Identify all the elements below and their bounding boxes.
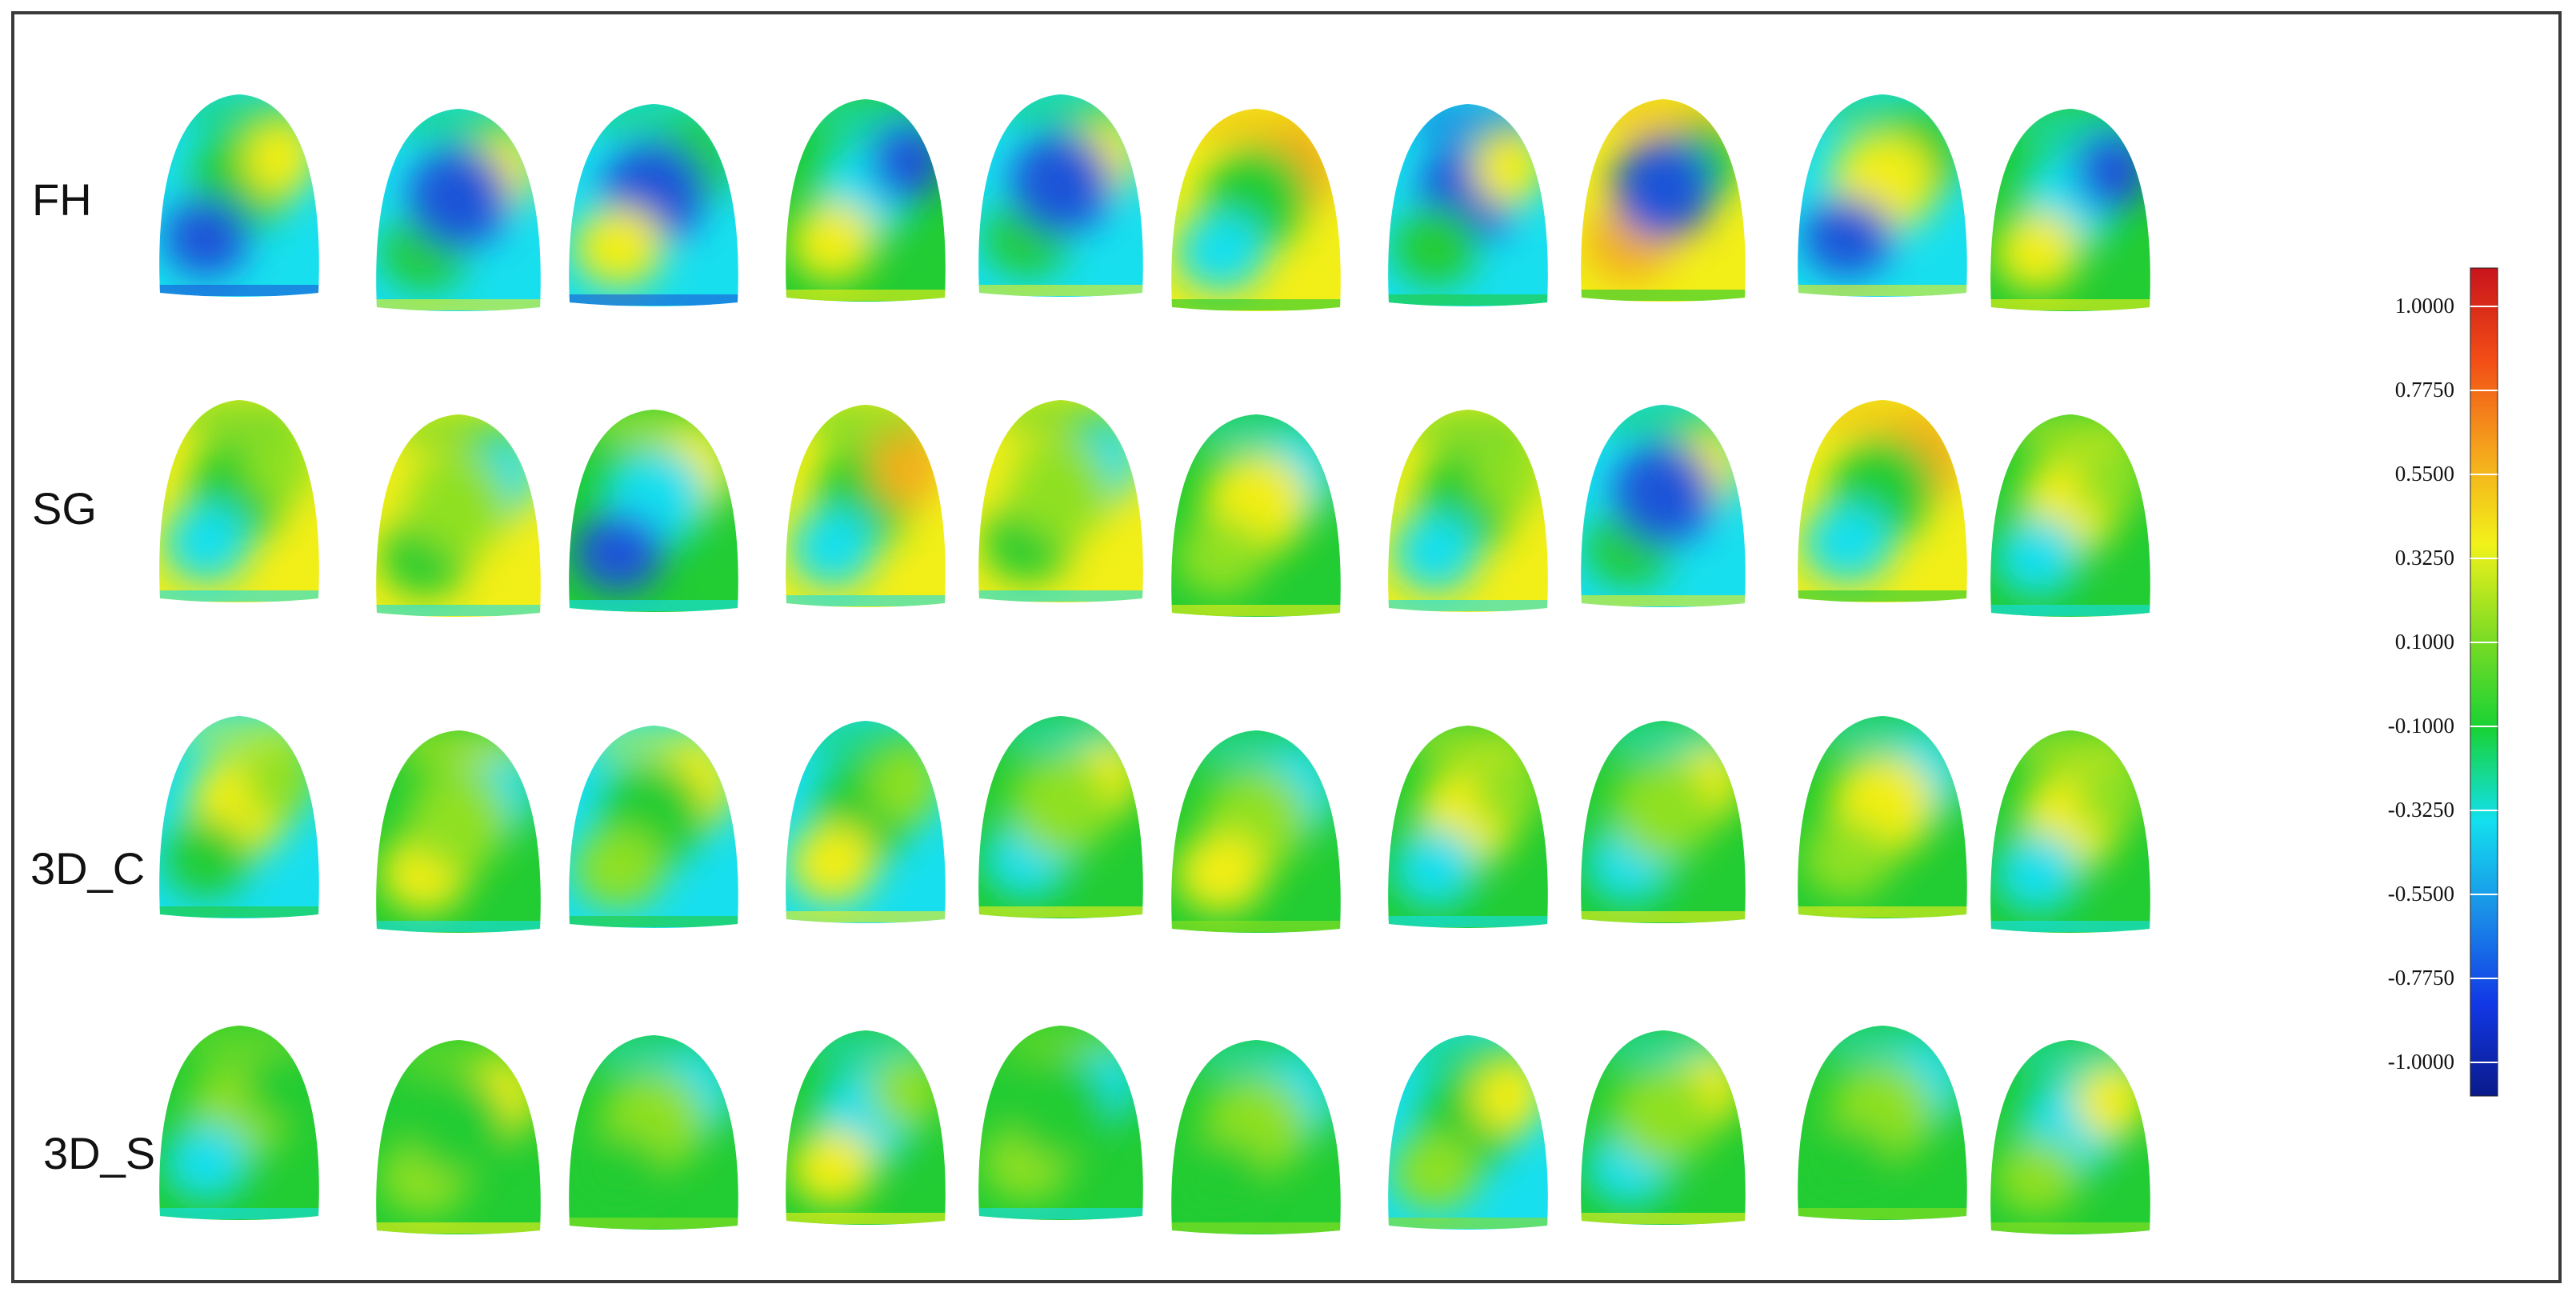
tooth-heatmap	[1388, 410, 1548, 612]
tooth-heatmap	[978, 1026, 1143, 1220]
tooth-heatmap	[159, 400, 319, 602]
tooth-heatmap	[1798, 716, 1967, 918]
tooth-heatmap	[376, 109, 541, 311]
tooth-heatmap	[978, 94, 1143, 297]
colorbar-tick-label: 1.0000	[2394, 294, 2454, 318]
tooth-heatmap	[786, 721, 946, 923]
tooth-heatmap	[159, 1026, 319, 1220]
tooth-heatmap	[1990, 414, 2150, 617]
colorbar-tick-label: -1.0000	[2387, 1050, 2454, 1074]
tooth-heatmap	[1388, 1035, 1548, 1230]
tooth-heatmap	[1581, 721, 1746, 923]
tooth-heatmap	[1388, 726, 1548, 928]
tooth-heatmap	[159, 94, 319, 297]
colorbar-tick-label: 0.1000	[2394, 630, 2454, 654]
tooth-heatmap	[1798, 1026, 1967, 1220]
colorbar-tick-label: -0.7750	[2387, 966, 2454, 990]
tooth-heatmap	[569, 104, 738, 306]
colorbar-tick-label: -0.5500	[2387, 882, 2454, 906]
tooth-heatmap	[1171, 730, 1341, 933]
tooth-heatmap	[1171, 414, 1341, 617]
tooth-heatmap	[978, 716, 1143, 918]
colorbar-tick-label: 0.5500	[2394, 462, 2454, 486]
tooth-heatmap	[1581, 1030, 1746, 1225]
tooth-heatmap	[1171, 1040, 1341, 1234]
tooth-heatmap	[978, 400, 1143, 602]
tooth-heatmap	[786, 405, 946, 607]
tooth-heatmap	[786, 99, 946, 302]
colorbar-tick-label: -0.1000	[2387, 714, 2454, 738]
tooth-heatmap	[1171, 109, 1341, 311]
tooth-heatmap	[1798, 94, 1967, 297]
tooth-heatmap	[1798, 400, 1967, 602]
colorbar-tick-label: 0.3250	[2394, 546, 2454, 570]
colorbar-tick-label: 0.7750	[2394, 378, 2454, 402]
tooth-heatmap	[569, 726, 738, 928]
tooth-heatmap	[1581, 99, 1746, 302]
tooth-heatmap	[1990, 1040, 2150, 1234]
row-label-fh: FH	[32, 174, 92, 225]
tooth-heatmap	[1388, 104, 1548, 306]
tooth-heatmap	[1990, 730, 2150, 933]
figure-frame	[11, 11, 2562, 1283]
tooth-heatmap	[376, 730, 541, 933]
colorbar-tick-label: -0.3250	[2387, 798, 2454, 822]
tooth-heatmap	[376, 414, 541, 617]
row-label-3d-c: 3D_C	[30, 843, 146, 894]
tooth-heatmap	[376, 1040, 541, 1234]
tooth-heatmap	[1581, 405, 1746, 607]
tooth-heatmap	[569, 1035, 738, 1230]
tooth-heatmap	[159, 716, 319, 918]
tooth-heatmap	[569, 410, 738, 612]
row-label-3d-s: 3D_S	[43, 1128, 156, 1178]
row-label-sg: SG	[32, 483, 97, 534]
colorbar-gradient	[2470, 267, 2498, 1097]
tooth-heatmap	[1990, 109, 2150, 311]
colorbar	[2470, 267, 2498, 1097]
tooth-heatmap	[786, 1030, 946, 1225]
